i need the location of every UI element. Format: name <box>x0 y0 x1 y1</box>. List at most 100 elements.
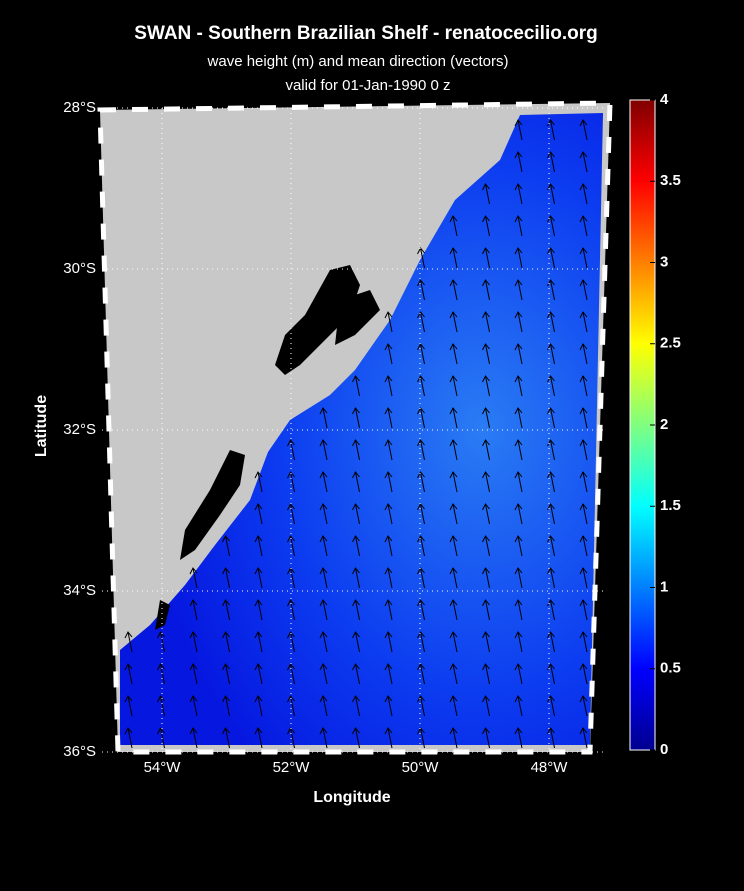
vector-arrow <box>482 375 490 397</box>
vector-arrow <box>482 215 490 237</box>
vector-arrow <box>547 311 555 333</box>
vector-arrow <box>319 503 328 525</box>
vector-arrow <box>254 695 263 717</box>
vector-arrow <box>254 727 263 749</box>
lon-tick-label: 52°W <box>273 759 311 776</box>
vector-arrow <box>124 663 133 685</box>
vector-arrow <box>352 631 360 653</box>
vector-arrow <box>384 311 393 333</box>
vector-arrow <box>124 631 133 653</box>
colorbar-tick-label: 1 <box>660 578 668 595</box>
vector-arrow <box>287 503 295 525</box>
vector-arrow <box>352 663 360 685</box>
vector-arrow <box>384 503 393 525</box>
vector-arrow <box>547 375 555 397</box>
colorbar-tick-label: 1.5 <box>660 497 681 514</box>
vector-arrow <box>384 663 393 685</box>
vector-arrow <box>579 119 588 141</box>
vector-arrow <box>222 599 230 621</box>
vector-arrow <box>287 631 295 653</box>
vector-arrow <box>352 535 360 557</box>
vector-arrow <box>579 663 588 685</box>
x-axis-label: Longitude <box>313 789 390 806</box>
vector-arrow <box>547 535 555 557</box>
vector-arrow <box>482 599 490 621</box>
vector-arrow <box>482 535 490 557</box>
vector-arrow <box>579 631 588 653</box>
vector-arrow <box>579 215 588 237</box>
vector-arrow <box>352 727 360 749</box>
vector-arrow <box>189 631 198 653</box>
vector-arrow <box>579 407 588 429</box>
vector-arrow <box>449 215 458 237</box>
vector-arrow <box>352 567 360 589</box>
colorbar-tick-label: 2.5 <box>660 335 681 352</box>
vector-arrow <box>287 471 295 493</box>
vector-arrow <box>514 279 523 301</box>
vector-arrow <box>189 599 198 621</box>
vector-arrow <box>449 727 458 749</box>
vector-arrow <box>287 663 295 685</box>
vector-arrow <box>514 311 523 333</box>
vector-arrow <box>352 599 360 621</box>
vector-arrow <box>482 471 490 493</box>
vector-arrow <box>384 471 393 493</box>
vector-arrow <box>579 279 588 301</box>
vector-arrow <box>514 471 523 493</box>
vector-arrow <box>417 663 425 685</box>
vector-arrow <box>384 631 393 653</box>
vector-arrow <box>254 567 263 589</box>
vector-arrow <box>482 631 490 653</box>
vector-arrow <box>384 695 393 717</box>
vector-arrow <box>417 535 425 557</box>
vector-arrow <box>579 375 588 397</box>
vector-arrow <box>482 311 490 333</box>
vector-arrow <box>547 439 555 461</box>
vector-arrow <box>449 695 458 717</box>
vector-arrow <box>482 567 490 589</box>
vector-arrow <box>319 727 328 749</box>
vector-arrow <box>384 599 393 621</box>
vector-arrow <box>514 119 523 141</box>
vector-arrow <box>352 375 360 397</box>
vector-arrow <box>124 695 133 717</box>
vector-arrow <box>449 407 458 429</box>
vector-arrow <box>384 727 393 749</box>
vector-arrow <box>254 535 263 557</box>
vector-arrow <box>319 631 328 653</box>
vector-arrow <box>222 695 230 717</box>
vector-arrow <box>157 695 165 717</box>
vector-arrow <box>579 183 588 205</box>
vector-arrow <box>514 343 523 365</box>
vector-arrow <box>287 535 295 557</box>
vector-arrow <box>579 247 588 269</box>
vector-arrow <box>514 407 523 429</box>
vector-arrow <box>319 695 328 717</box>
vector-arrow <box>579 727 588 749</box>
vector-arrow <box>352 407 360 429</box>
vector-arrow <box>547 407 555 429</box>
vector-arrow <box>547 695 555 717</box>
vector-arrow <box>547 471 555 493</box>
colorbar-tick-label: 4 <box>660 91 669 108</box>
vector-arrow <box>579 503 588 525</box>
vector-arrow <box>482 439 490 461</box>
vector-arrow <box>352 503 360 525</box>
vector-arrow <box>514 503 523 525</box>
ocean <box>120 113 603 745</box>
vector-arrow <box>547 151 555 173</box>
vector-arrow <box>482 695 490 717</box>
vector-arrow <box>449 663 458 685</box>
vector-arrow <box>547 631 555 653</box>
title: SWAN - Southern Brazilian Shelf - renato… <box>134 23 597 44</box>
vector-arrow <box>319 535 328 557</box>
vector-arrow <box>449 439 458 461</box>
vector-arrow <box>222 631 230 653</box>
vector-arrow <box>514 151 523 173</box>
vector-arrow <box>449 567 458 589</box>
vector-arrow <box>579 151 588 173</box>
vector-arrow <box>547 247 555 269</box>
vector-arrow <box>449 375 458 397</box>
lon-tick-label: 48°W <box>531 759 569 776</box>
